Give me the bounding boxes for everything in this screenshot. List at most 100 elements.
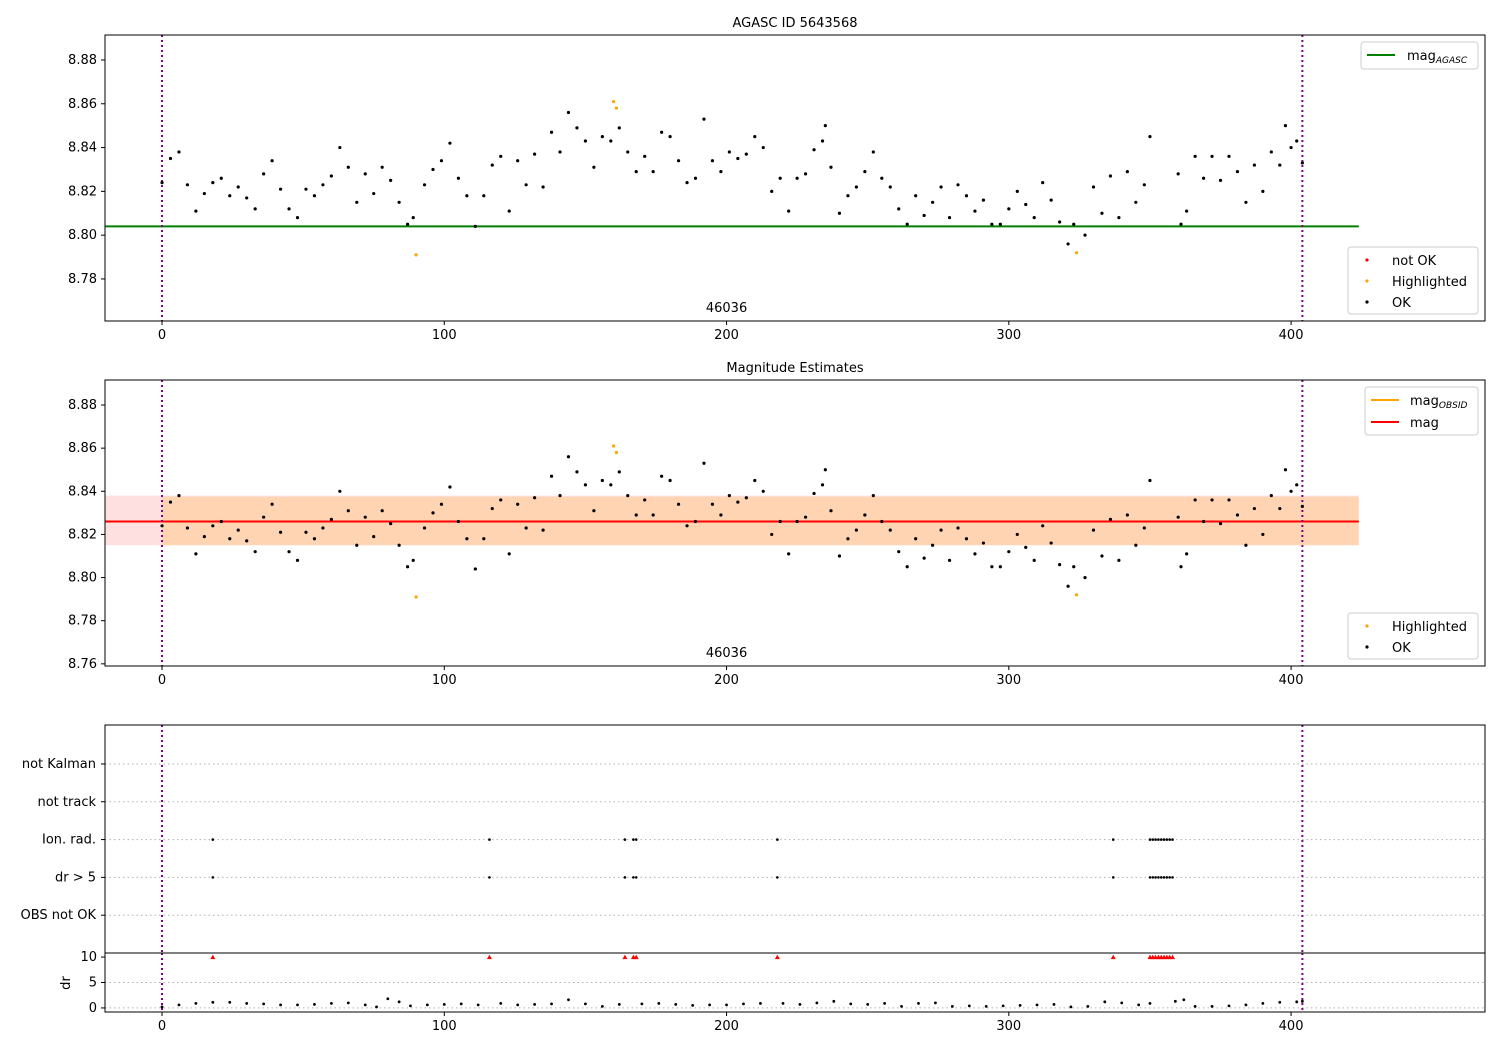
ok-point [312,537,317,541]
dr-point [1261,1001,1265,1005]
ok-point [304,187,308,191]
ok-point [693,176,698,180]
ok-point [219,176,223,180]
legend-label-mag: mag [1410,416,1439,431]
ok-point [905,222,909,226]
dr-point [442,1002,446,1006]
ok-point [609,139,613,143]
ok-point [295,216,300,220]
ok-point [685,180,689,185]
legend-marker [1365,645,1369,649]
ok-point [431,511,435,515]
y-tick-label: 8.88 [68,53,97,68]
dr-point [1018,1003,1022,1007]
x-tick-label: 100 [432,673,457,688]
x-tick-label: 200 [714,1019,739,1034]
ok-point [787,552,791,556]
y-tick-label: 8.80 [68,228,97,243]
ok-point [1032,558,1036,562]
flag-point [1159,838,1163,841]
ok-point [922,213,926,218]
flag-point [1162,838,1166,841]
dr-point [476,1003,480,1007]
dr-point [759,1001,762,1005]
ok-point [270,502,274,506]
ok-point [312,194,317,198]
flag-point [1111,838,1115,841]
flag-point [1159,876,1163,879]
ok-point [397,200,401,204]
ok-point [575,126,579,130]
legend-label: Highlighted [1392,620,1467,635]
y-tick-label: 8.86 [68,97,97,112]
flag-point [1154,838,1157,841]
ok-point [871,150,875,154]
ok-point [761,489,765,493]
flag-point [634,876,638,879]
ok-point [1218,522,1223,526]
ok-point [981,541,986,545]
ok-point [1100,211,1104,215]
flag-point [1168,876,1172,879]
flag-point [1111,876,1115,879]
ok-point [202,534,206,539]
ok-point [973,552,977,556]
ok-point [1261,532,1265,537]
ok-point [1015,532,1019,537]
ok-point [346,509,350,513]
ok-point [1024,545,1028,549]
ok-point [549,130,554,134]
ok-point [1148,478,1152,483]
ok-point [473,567,477,571]
dr-clipped-marker [1170,954,1176,960]
ok-point [541,528,545,532]
ok-point [964,537,969,541]
ok-point [1083,233,1087,237]
ok-point [778,519,782,524]
dr-point [1173,999,1177,1003]
dr-point [708,1003,712,1007]
flag-point [1151,876,1155,879]
ok-point [939,528,943,532]
legend-label: Highlighted [1392,275,1467,290]
flag-point [1171,876,1174,879]
ok-point [422,183,427,187]
dr-point [1193,1005,1197,1008]
flag-point [632,838,635,841]
flag-point [634,838,638,841]
dr-point [917,1001,920,1005]
chart-title: Magnitude Estimates [726,361,863,376]
ok-point [1278,506,1282,511]
legend-label-mag-agasc: magAGASC [1407,49,1468,66]
dr-point [533,1002,537,1006]
ok-point [1210,498,1214,502]
dr-point [657,1001,661,1005]
ok-point [346,165,350,169]
ok-point [626,494,630,498]
ok-point [1066,584,1070,588]
ok-point [871,494,875,498]
ok-point [1218,178,1223,183]
ok-point [1007,207,1011,211]
y-tick-label: 8.78 [68,272,97,287]
ok-point [1227,498,1231,502]
flag-point [1165,876,1169,879]
ok-point [990,222,994,226]
dr-point [262,1002,266,1006]
ok-point [329,517,333,521]
ok-point [956,183,960,187]
ok-point [1148,135,1152,139]
ok-point [592,509,596,513]
dr-point [1137,1003,1141,1007]
ok-point [880,176,884,180]
ok-point [1072,222,1076,226]
ok-point [600,135,604,139]
ok-point [1024,202,1028,207]
ok-point [1269,150,1273,154]
ok-point [1261,189,1265,193]
ok-point [287,207,291,211]
flag-point [1162,876,1166,879]
ok-point [1201,519,1206,524]
ok-point [405,222,410,226]
